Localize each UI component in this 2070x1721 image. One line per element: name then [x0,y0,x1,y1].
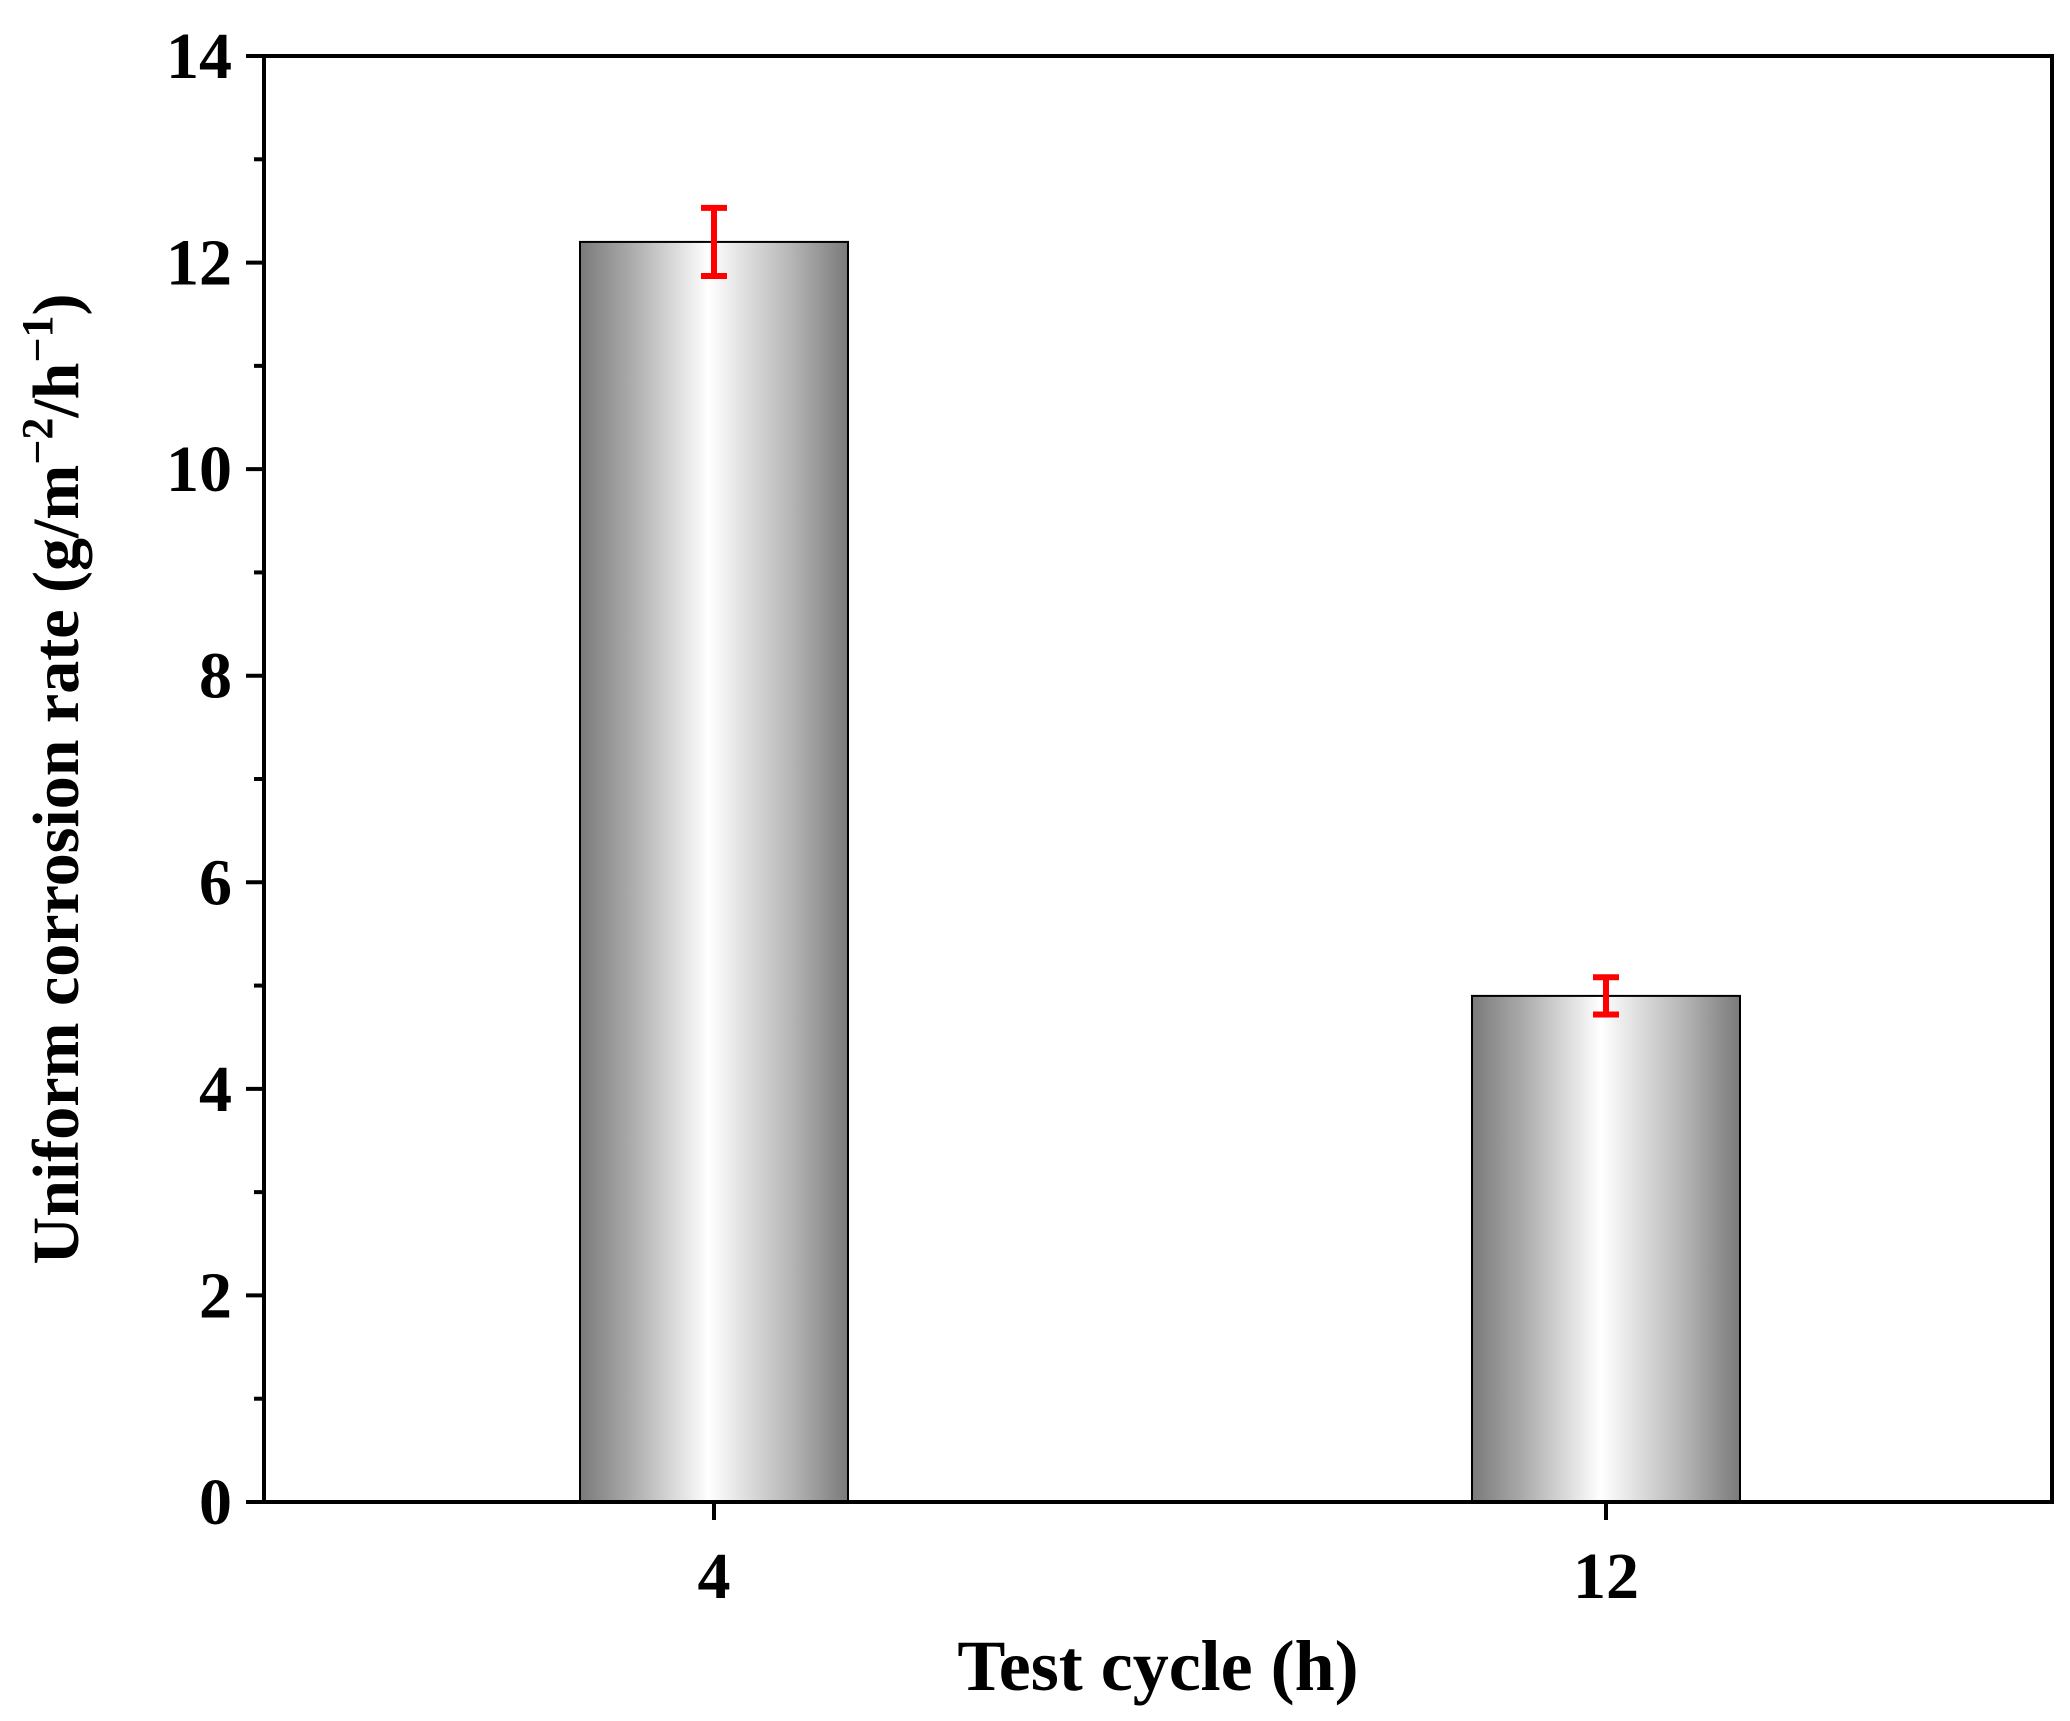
y-tick-label: 0 [199,1466,232,1539]
y-axis-label-suffix: ) [20,294,93,316]
y-axis-label-prefix: Uniform corrosion rate (g/m [20,465,93,1265]
y-axis-label-sup2: −1 [13,316,62,363]
y-tick-label: 10 [166,433,232,506]
y-axis-label-sup1: −2 [13,418,62,465]
x-axis: 4 12 [698,1502,1639,1613]
y-tick-label: 8 [199,640,232,713]
error-bar-12 [1593,974,1619,1018]
x-tick-label-4: 4 [698,1540,731,1613]
x-tick-label-12: 12 [1573,1540,1639,1613]
y-axis-label-mid: /h [20,363,93,419]
y-tick-label: 12 [166,227,232,300]
y-axis: 0 2 4 6 8 10 12 14 [166,20,264,1539]
y-tick-label: 14 [166,20,232,93]
x-axis-label: Test cycle (h) [957,1626,1358,1706]
y-tick-label: 6 [199,846,232,919]
y-axis-label: Uniform corrosion rate (g/m−2/h−1) [13,294,93,1265]
plot-frame [262,54,2054,1504]
y-tick-label: 4 [199,1053,232,1126]
bar-12 [1471,994,1741,1504]
error-bar-4 [701,204,727,279]
y-tick-label: 2 [199,1259,232,1332]
bar-4 [579,240,849,1503]
